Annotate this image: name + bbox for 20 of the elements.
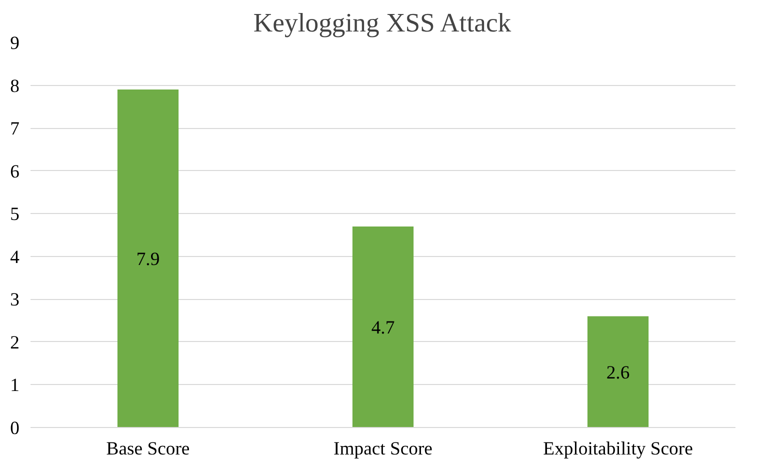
y-tick-label: 5 xyxy=(10,204,20,226)
y-tick-label: 0 xyxy=(10,418,20,439)
y-tick-label: 3 xyxy=(10,290,20,311)
bar xyxy=(587,316,649,428)
x-tick-label: Impact Score xyxy=(334,438,432,460)
data-label: 7.9 xyxy=(136,249,160,270)
y-tick-label: 4 xyxy=(10,246,20,268)
x-tick-label: Exploitability Score xyxy=(543,438,693,460)
y-tick-label: 8 xyxy=(10,76,20,97)
y-tick-label: 7 xyxy=(10,118,20,140)
x-tick-label: Base Score xyxy=(106,438,190,460)
y-tick-label: 2 xyxy=(10,332,20,354)
bar xyxy=(117,90,179,428)
data-label: 2.6 xyxy=(606,362,630,384)
data-label: 4.7 xyxy=(371,317,395,338)
y-tick-label: 9 xyxy=(10,33,20,54)
bar xyxy=(352,226,414,428)
y-tick-label: 1 xyxy=(10,375,20,396)
chart-title: Keylogging XSS Attack xyxy=(253,8,512,38)
y-tick-label: 6 xyxy=(10,161,20,182)
